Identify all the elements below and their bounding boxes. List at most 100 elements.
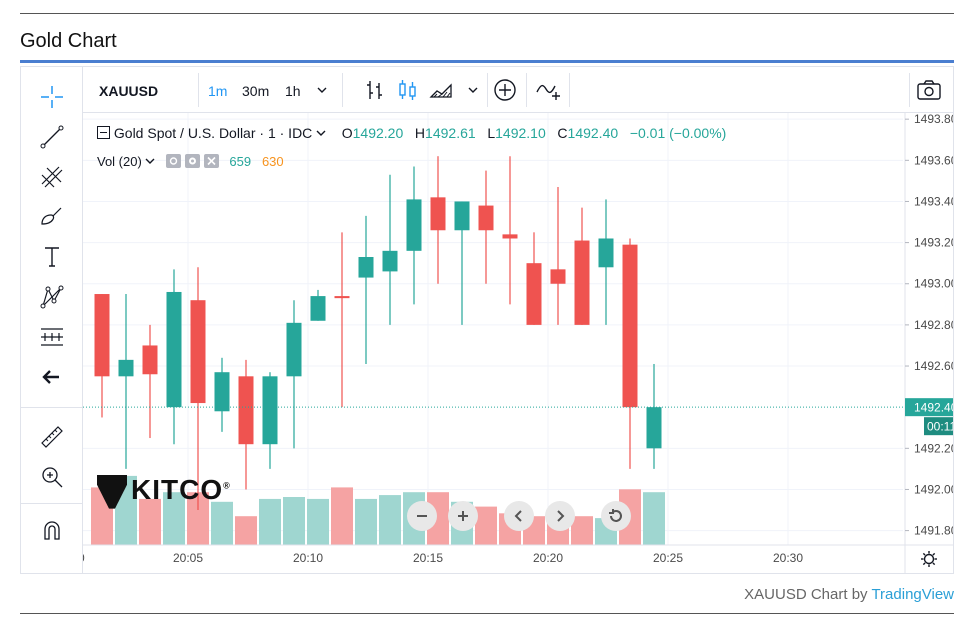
volume-bar	[283, 497, 305, 545]
chevron-down-icon[interactable]	[145, 154, 159, 169]
chart-widget: XAUUSD 1m 30m 1h	[20, 66, 954, 574]
chevron-down-icon[interactable]	[309, 77, 335, 103]
area-chart-icon[interactable]	[428, 77, 454, 103]
brush-icon[interactable]	[37, 202, 67, 232]
top-toolbar: XAUUSD 1m 30m 1h	[83, 67, 953, 113]
back-arrow-icon[interactable]	[37, 362, 67, 392]
timeframe-1m[interactable]: 1m	[208, 83, 228, 99]
volume-bar	[163, 492, 185, 545]
scroll-left-button[interactable]	[504, 501, 534, 531]
compare-icon[interactable]	[535, 77, 561, 103]
high-value: 1492.61	[425, 125, 476, 141]
chevron-down-icon[interactable]	[460, 77, 486, 103]
candle-body	[118, 359, 134, 377]
volume-bar	[475, 506, 497, 545]
timeframe-1h[interactable]: 1h	[285, 83, 301, 99]
volume-bar	[259, 498, 281, 545]
eye-icon[interactable]	[166, 154, 182, 169]
y-tick-label: 1493.00	[914, 277, 953, 291]
price-chart[interactable]: 1493.80 1493.60 1493.40 1493.20 1493.00 1492.…	[67, 112, 953, 573]
text-icon[interactable]	[37, 242, 67, 272]
candle-body	[190, 300, 206, 404]
add-indicator-icon[interactable]	[492, 77, 518, 103]
x-tick-label: 20:15	[413, 551, 443, 565]
remove-icon[interactable]	[203, 154, 219, 169]
magnet-icon[interactable]	[37, 515, 67, 545]
volume-bar	[331, 487, 353, 545]
high-label: H	[414, 125, 426, 141]
toolbar-divider	[342, 73, 343, 107]
top-rule	[20, 13, 954, 14]
symbol-search-button[interactable]: XAUUSD	[99, 83, 159, 99]
toolbar-divider	[569, 73, 570, 107]
y-tick-label: 1492.20	[914, 441, 953, 455]
x-tick-label: :00	[83, 551, 85, 565]
camera-icon[interactable]	[916, 77, 942, 103]
logo-mark: ®	[223, 480, 231, 491]
candle-body	[142, 345, 158, 375]
candle-body	[478, 205, 494, 231]
volume-label[interactable]: Vol (20)	[97, 154, 142, 169]
fib-icon[interactable]	[37, 162, 67, 192]
measure-icon[interactable]	[37, 322, 67, 352]
countdown-badge	[924, 417, 953, 436]
settings-icon[interactable]	[184, 154, 200, 169]
y-tick-label: 1492.80	[914, 318, 953, 332]
trend-line-icon[interactable]	[37, 122, 67, 152]
y-tick-label: 1491.80	[914, 524, 953, 538]
toolbar-divider	[487, 73, 488, 107]
instrument-name[interactable]: Gold Spot / U.S. Dollar · 1 · IDC	[113, 125, 313, 141]
volume-value: 659	[229, 154, 252, 169]
chart-area[interactable]: 1493.80 1493.60 1493.40 1493.20 1493.00 1492.…	[67, 112, 953, 573]
bar-chart-icon[interactable]	[362, 77, 388, 103]
candle-body	[310, 296, 326, 321]
candles-icon[interactable]	[395, 77, 421, 103]
volume-bar	[571, 516, 593, 545]
countdown-label: 00:11	[927, 420, 953, 434]
candle-body	[406, 199, 422, 251]
close-value: 1492.40	[567, 125, 619, 141]
chevron-down-icon[interactable]	[316, 125, 330, 141]
x-tick-label: 20:25	[653, 551, 683, 565]
collapse-icon[interactable]	[97, 125, 114, 141]
volume-bar	[643, 492, 665, 545]
volume-bar	[307, 498, 329, 545]
reset-chart-button[interactable]	[601, 501, 631, 531]
volume-bar	[187, 492, 209, 545]
open-label: O	[341, 125, 353, 141]
candle-body	[262, 376, 278, 445]
candle-body	[166, 291, 182, 408]
candle-body	[334, 296, 350, 299]
volume-legend: Vol (20) 659 630	[97, 154, 284, 169]
crosshair-icon[interactable]	[37, 82, 67, 112]
zoom-out-button[interactable]	[407, 501, 437, 531]
candle-body	[94, 294, 110, 377]
ruler-icon[interactable]	[37, 422, 67, 452]
volume-bar	[139, 498, 161, 545]
candle-body	[430, 197, 446, 231]
scroll-right-button[interactable]	[545, 501, 575, 531]
open-value: 1492.20	[352, 125, 404, 141]
page-title: Gold Chart	[20, 30, 117, 52]
volume-bar	[355, 498, 377, 545]
timeframe-30m[interactable]: 30m	[242, 83, 270, 99]
y-tick-label: 1492.00	[914, 482, 953, 496]
bottom-rule	[20, 613, 954, 614]
change-value: −0.01 (−0.00%)	[629, 125, 727, 141]
settings-gear-icon[interactable]	[921, 551, 937, 567]
last-price-badge	[905, 398, 953, 417]
tradingview-link[interactable]: TradingView	[871, 586, 954, 603]
candle-body	[622, 244, 638, 408]
pattern-icon[interactable]	[37, 282, 67, 312]
last-price-label: 1492.40	[914, 401, 953, 415]
zoom-icon[interactable]	[37, 462, 67, 492]
volume-bar	[379, 495, 401, 545]
zoom-in-button[interactable]	[448, 501, 478, 531]
toolbar-divider	[526, 73, 527, 107]
x-tick-label: 20:05	[173, 551, 203, 565]
candle-body	[502, 234, 518, 239]
x-tick-label: 20:10	[293, 551, 323, 565]
candle-body	[550, 269, 566, 284]
y-tick-label: 1493.80	[914, 113, 953, 126]
low-label: L	[487, 125, 496, 141]
